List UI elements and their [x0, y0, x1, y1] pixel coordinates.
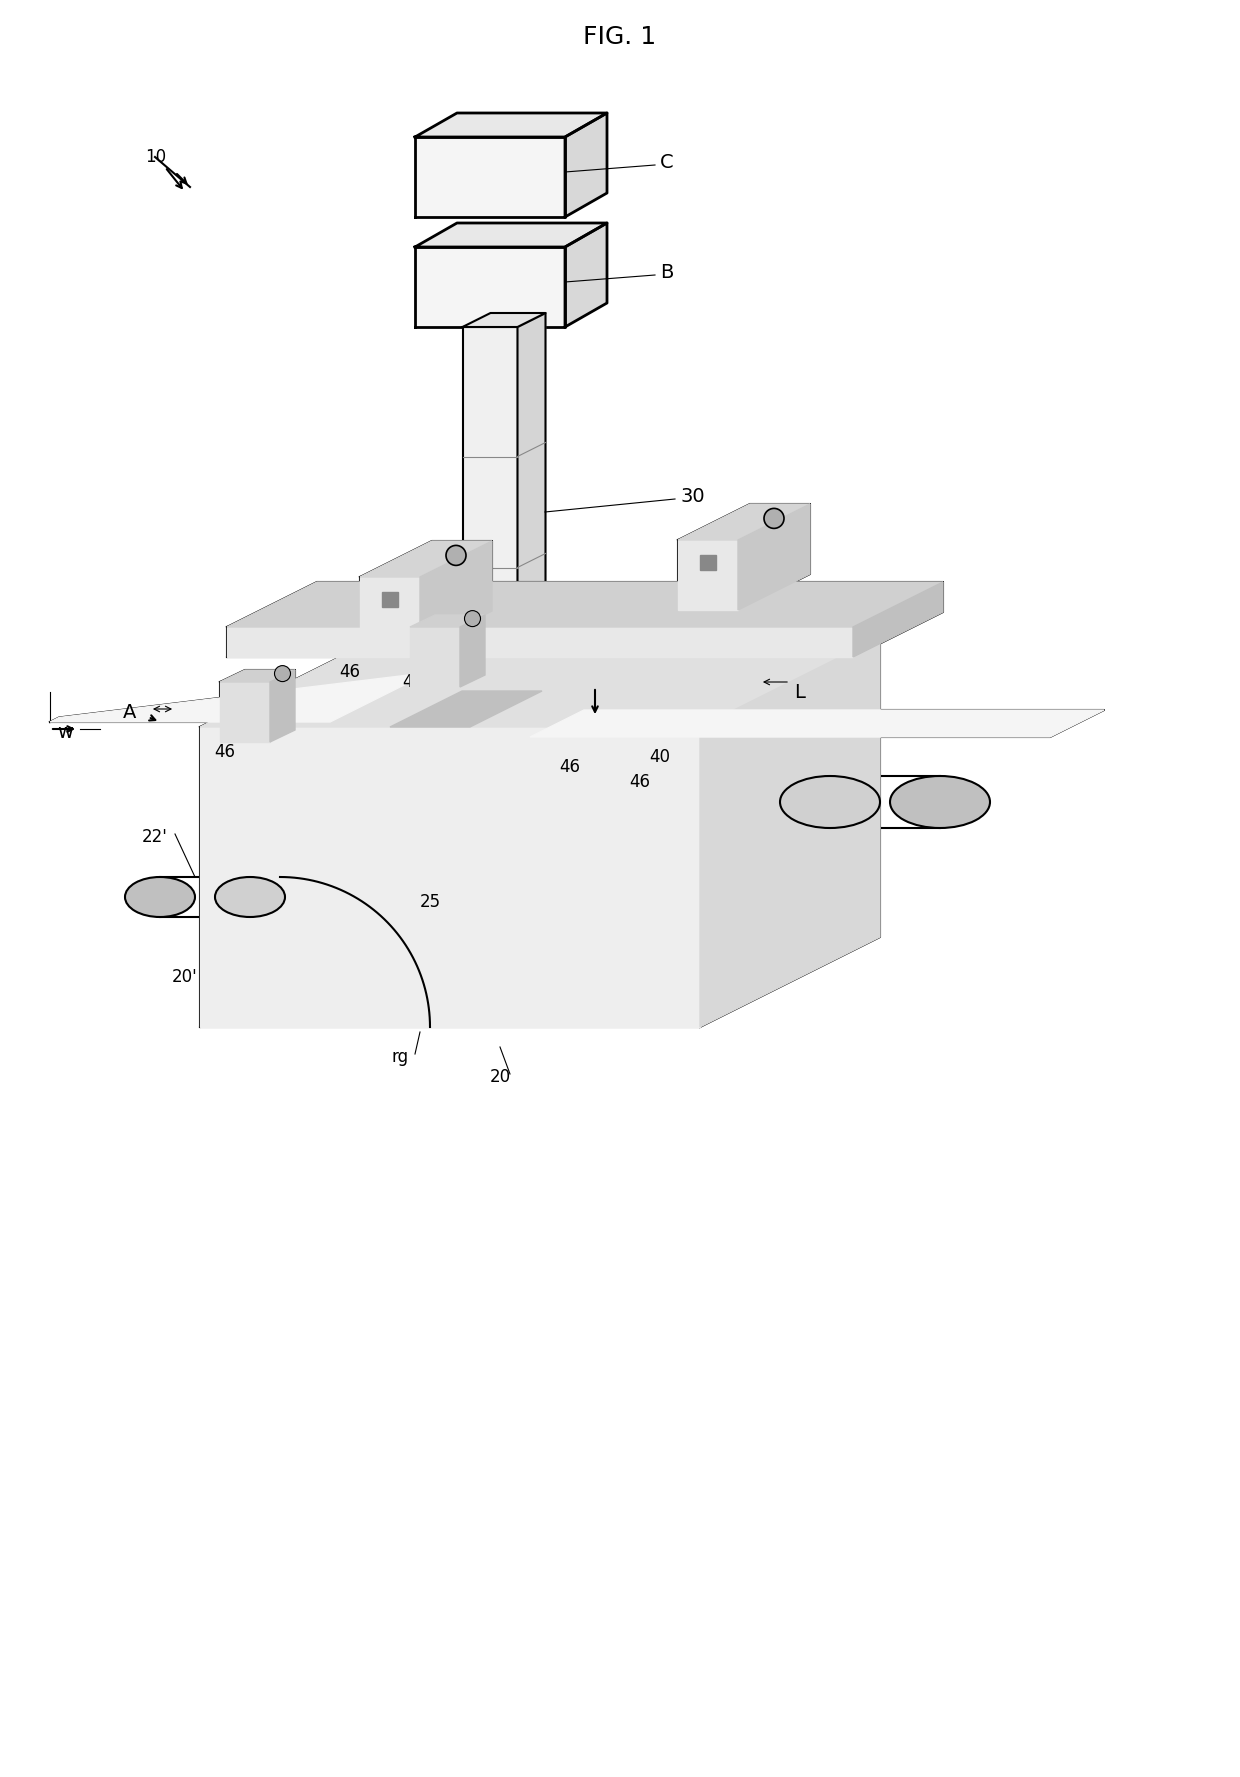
Polygon shape	[678, 505, 810, 540]
Ellipse shape	[125, 878, 195, 917]
Polygon shape	[219, 670, 295, 682]
Polygon shape	[529, 711, 1104, 737]
Polygon shape	[415, 247, 565, 327]
Polygon shape	[420, 540, 492, 647]
Polygon shape	[463, 313, 546, 327]
Polygon shape	[200, 636, 880, 727]
Polygon shape	[270, 670, 295, 743]
Circle shape	[465, 611, 481, 627]
Polygon shape	[219, 682, 270, 743]
Polygon shape	[460, 615, 485, 688]
Polygon shape	[701, 636, 880, 1027]
Polygon shape	[565, 114, 608, 217]
Polygon shape	[50, 672, 429, 721]
Polygon shape	[853, 583, 942, 657]
Text: 25: 25	[419, 894, 440, 912]
Text: 46: 46	[340, 663, 361, 681]
Text: 46: 46	[559, 759, 580, 777]
Text: 22: 22	[950, 798, 971, 816]
Polygon shape	[738, 505, 810, 610]
Text: 40': 40'	[402, 673, 428, 691]
Text: 20: 20	[490, 1068, 511, 1086]
Text: B: B	[660, 263, 673, 281]
Text: w: w	[57, 723, 73, 741]
Text: C: C	[660, 153, 673, 172]
Text: 46: 46	[215, 743, 236, 761]
Polygon shape	[410, 615, 485, 627]
Text: A: A	[123, 702, 136, 721]
Text: L: L	[795, 682, 806, 702]
Polygon shape	[678, 540, 738, 610]
Polygon shape	[360, 578, 420, 647]
Circle shape	[764, 508, 784, 528]
Text: 10: 10	[145, 147, 166, 165]
Text: 30: 30	[680, 487, 704, 506]
Polygon shape	[415, 137, 565, 217]
Text: 46: 46	[630, 773, 651, 791]
Polygon shape	[382, 592, 398, 608]
Polygon shape	[410, 627, 460, 688]
Text: 22': 22'	[143, 828, 167, 846]
Text: 50: 50	[228, 693, 253, 711]
Ellipse shape	[780, 777, 880, 828]
Text: FIG. 1: FIG. 1	[584, 25, 656, 50]
Polygon shape	[701, 554, 715, 570]
Polygon shape	[415, 114, 608, 137]
Polygon shape	[360, 540, 492, 578]
Circle shape	[446, 546, 466, 565]
Ellipse shape	[215, 878, 285, 917]
Circle shape	[274, 666, 290, 682]
Polygon shape	[227, 627, 853, 657]
Polygon shape	[565, 222, 608, 327]
Text: 20': 20'	[172, 968, 198, 986]
Polygon shape	[517, 313, 546, 697]
Text: rg: rg	[392, 1048, 408, 1066]
Polygon shape	[391, 691, 542, 727]
Text: 40: 40	[650, 748, 671, 766]
Ellipse shape	[890, 777, 990, 828]
Polygon shape	[227, 583, 942, 627]
Polygon shape	[415, 222, 608, 247]
Polygon shape	[463, 327, 517, 697]
Polygon shape	[200, 727, 701, 1027]
